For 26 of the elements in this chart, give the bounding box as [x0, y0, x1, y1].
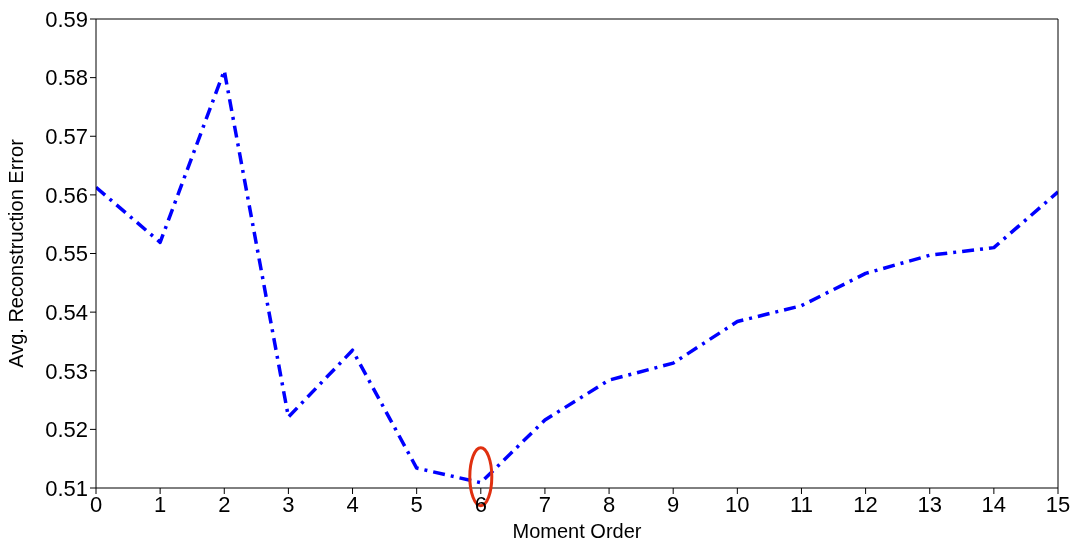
y-tick-label: 0.52	[45, 417, 88, 443]
y-tick-label: 0.55	[45, 241, 88, 267]
x-tick-label: 5	[410, 491, 423, 517]
x-tick-label: 8	[602, 491, 616, 517]
x-tick-label: 3	[282, 491, 295, 517]
y-tick-label: 0.58	[45, 65, 88, 91]
y-tick-label: 0.56	[45, 182, 88, 208]
y-axis-title: Avg. Reconstruction Error	[5, 138, 28, 368]
x-tick-label: 1	[154, 491, 167, 517]
x-tick-label: 10	[725, 491, 750, 517]
x-tick-label: 11	[790, 491, 813, 517]
y-tick-label: 0.57	[45, 124, 88, 150]
x-tick-label: 0	[89, 491, 103, 517]
x-tick-label: 14	[981, 491, 1007, 517]
x-tick-label: 9	[667, 491, 680, 517]
x-tick-label: 12	[853, 491, 878, 517]
y-tick-label: 0.54	[45, 299, 88, 325]
x-tick-label: 13	[917, 491, 942, 517]
x-tick-label: 2	[218, 491, 231, 517]
x-tick-label: 4	[346, 491, 359, 517]
y-tick-label: 0.51	[45, 475, 88, 501]
x-tick-label: 15	[1045, 491, 1071, 517]
x-axis-title: Moment Order	[512, 520, 642, 542]
x-tick-label: 7	[538, 491, 552, 517]
y-tick-label: 0.59	[45, 6, 88, 32]
y-tick-label: 0.53	[45, 358, 88, 384]
